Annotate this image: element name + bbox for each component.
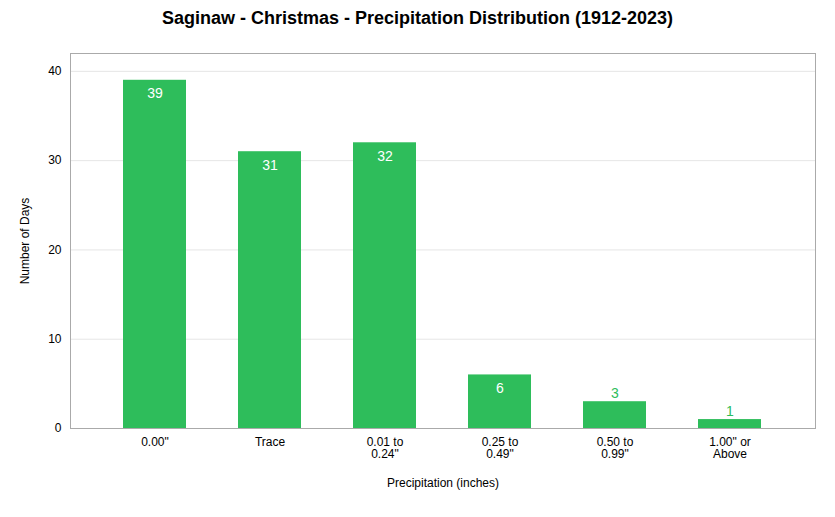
html-text:Saginaw - Christmas - Precipit: Saginaw - Christmas - Precipitation Dist…: [161, 8, 674, 28]
svg-text:39: 39: [147, 85, 163, 101]
svg-text:6: 6: [496, 380, 504, 396]
svg-text:0.01 to0.24": 0.01 to0.24": [367, 435, 404, 461]
svg-text:32: 32: [377, 148, 393, 164]
svg-text:3: 3: [611, 385, 619, 401]
svg-text:1.00" orAbove: 1.00" orAbove: [709, 435, 751, 461]
svg-text:40: 40: [48, 64, 62, 78]
svg-text:Number of Days: Number of Days: [18, 198, 32, 285]
svg-text:0.50 to0.99": 0.50 to0.99": [597, 435, 634, 461]
svg-text:20: 20: [48, 243, 62, 257]
svg-text:Precipitation (inches): Precipitation (inches): [387, 476, 499, 490]
svg-text:31: 31: [262, 157, 278, 173]
svg-text:30: 30: [48, 153, 62, 167]
svg-text:0.25 to0.49": 0.25 to0.49": [482, 435, 519, 461]
svg-text:0: 0: [55, 421, 62, 435]
svg-text:10: 10: [48, 332, 62, 346]
svg-text:Trace: Trace: [255, 435, 286, 449]
svg-text:1: 1: [726, 403, 734, 419]
svg-text:0.00": 0.00": [141, 435, 169, 449]
